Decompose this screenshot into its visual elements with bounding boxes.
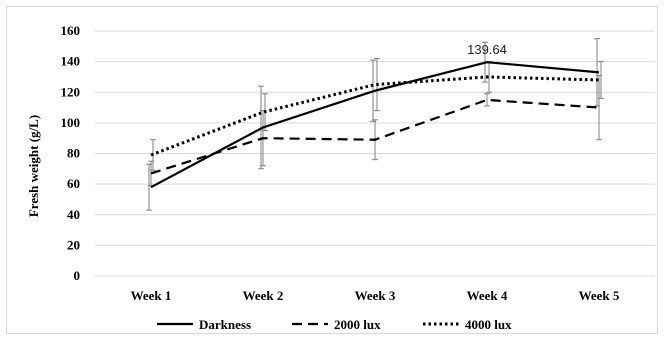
y-tick-label: 0 (74, 268, 81, 283)
series-line-darkness (150, 61, 600, 189)
data-label: 139.64 (467, 42, 507, 57)
legend-item: 2000 lux (292, 317, 381, 332)
x-axis-ticks: Week 1 Week 2 Week 3 Week 4 Week 5 (131, 288, 620, 303)
y-tick-label: 160 (61, 23, 81, 38)
y-tick-label: 140 (61, 54, 81, 69)
annotations: 139.64 (467, 42, 507, 57)
series-lines (150, 61, 600, 189)
x-tick-label: Week 2 (243, 288, 284, 303)
x-tick-label: Week 3 (355, 288, 396, 303)
y-tick-label: 60 (67, 176, 80, 191)
y-axis-ticks: 0 20 40 60 80 100 120 140 160 (61, 23, 81, 283)
x-tick-label: Week 1 (131, 288, 172, 303)
series-line-2000-lux (150, 98, 600, 175)
y-tick-label: 120 (61, 84, 81, 99)
y-tick-label: 80 (67, 146, 80, 161)
legend-label: 4000 lux (465, 317, 512, 332)
legend-label: 2000 lux (334, 317, 381, 332)
legend-item: 4000 lux (423, 317, 512, 332)
y-tick-label: 40 (67, 207, 80, 222)
y-axis-label: Fresh weight (g/L) (26, 115, 41, 217)
legend-item: Darkness (157, 317, 251, 332)
y-tick-label: 20 (67, 237, 80, 252)
chart-frame (6, 6, 658, 334)
error-bar (484, 93, 490, 107)
y-tick-label: 100 (61, 115, 81, 130)
legend: Darkness 2000 lux 4000 lux (157, 317, 512, 332)
error-bar (598, 61, 604, 99)
x-tick-label: Week 5 (579, 288, 620, 303)
legend-label: Darkness (199, 317, 251, 332)
x-tick-label: Week 4 (467, 288, 508, 303)
